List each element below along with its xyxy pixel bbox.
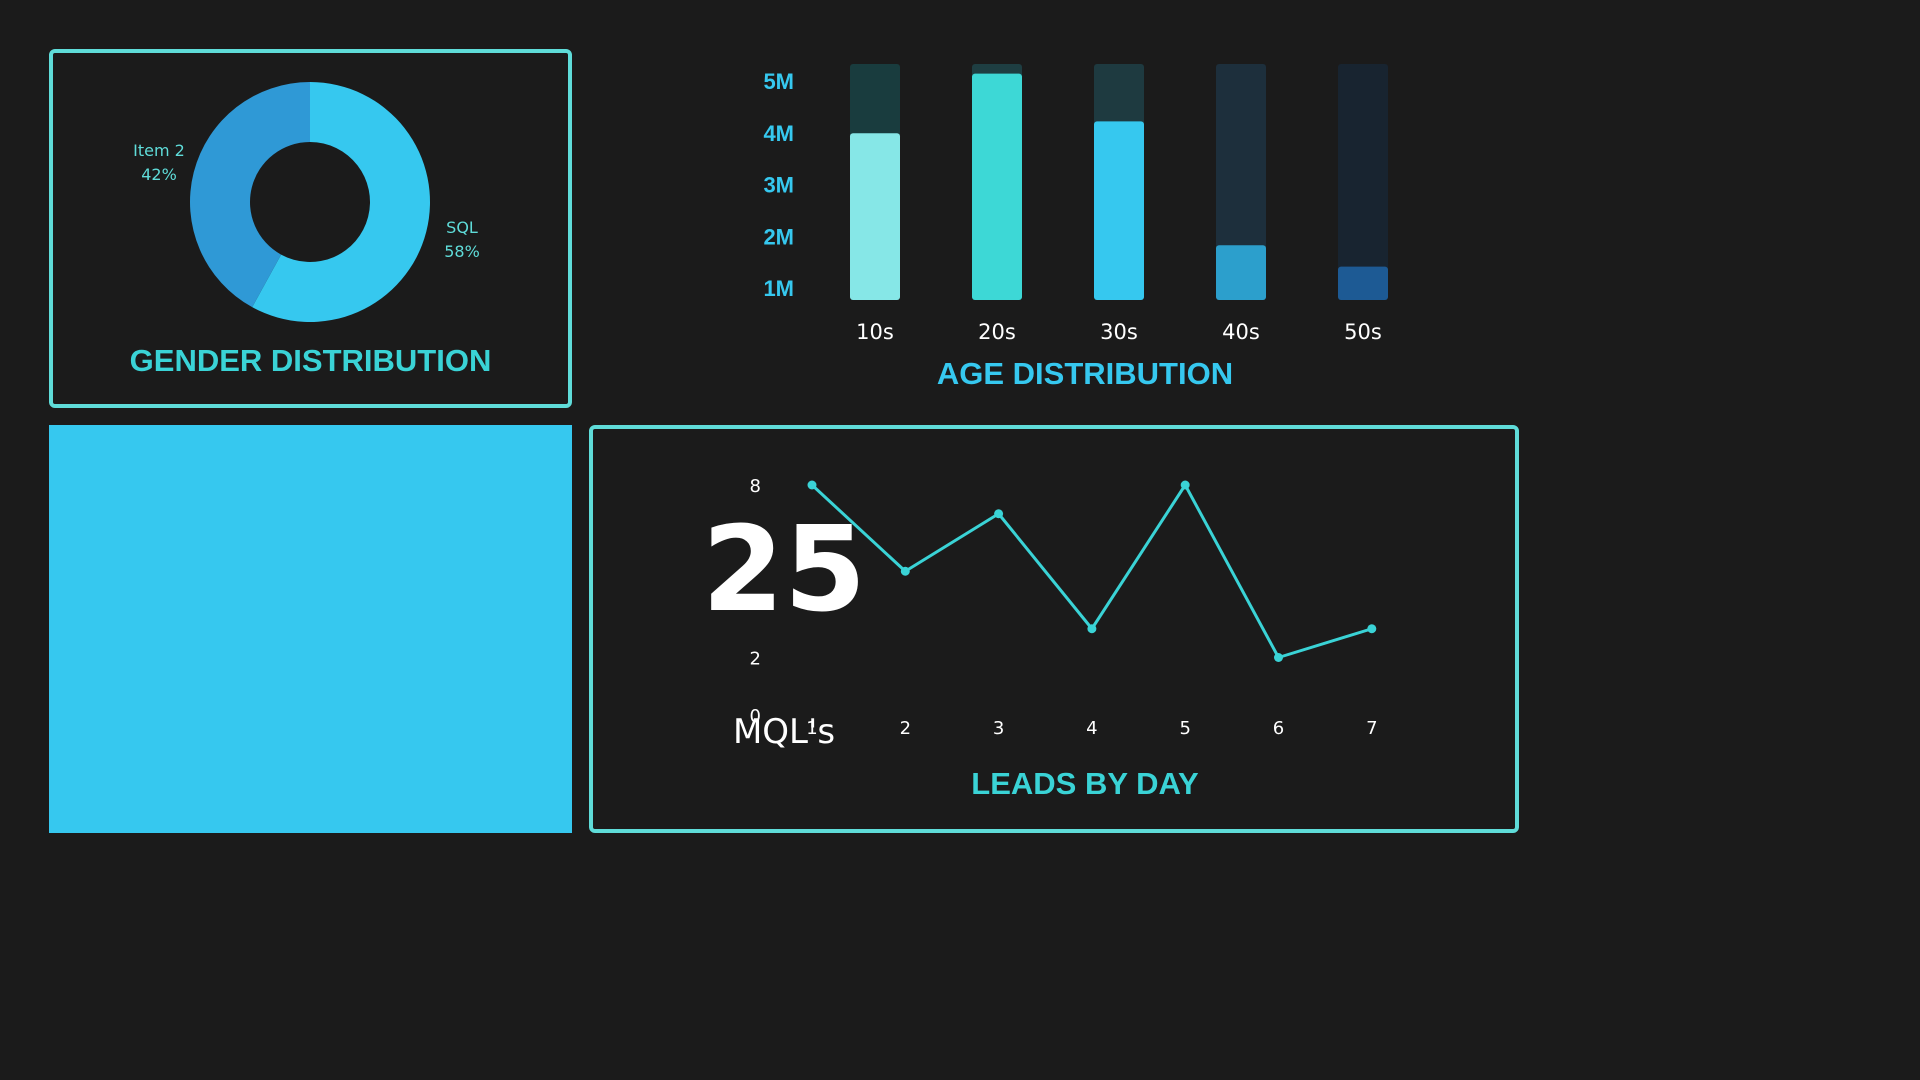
data-point [807,480,817,490]
x-tick-label: 5 [1179,718,1190,739]
y-tick-label: 2M [763,224,794,249]
gender-distribution-title: GENDER DISTRIBUTION [129,343,492,378]
leads-line-chart: 0 2 4 6 8 1 2 3 4 5 6 7 [750,476,1378,739]
mql-kpi-card [49,425,572,833]
bar [1338,266,1388,300]
donut-slice-sql [252,82,430,322]
data-point [1087,624,1097,634]
y-tick-label: 5M [763,69,794,94]
bar [850,133,900,300]
gender-donut-chart [190,82,430,322]
bar [1094,121,1144,300]
data-point [900,566,910,576]
x-tick-label: 6 [1273,718,1284,739]
x-tick-label: 7 [1366,718,1377,739]
data-point [994,509,1004,519]
x-tick-label: 20s [978,320,1016,344]
x-tick-label: 30s [1100,320,1138,344]
data-point [1274,653,1283,662]
y-tick-label: 3M [763,173,794,198]
y-tick-label: 4M [763,121,794,146]
x-tick-label: 2 [900,718,911,739]
gender-distribution-panel [49,49,572,408]
age-distribution-title: AGE DISTRIBUTION [936,356,1234,391]
y-tick-label: 4 [750,591,761,612]
sql-name: SQL [446,218,478,237]
y-tick-label: 6 [750,534,761,555]
x-tick-label: 50s [1344,320,1382,344]
bar [1216,245,1266,300]
x-tick-label: 1 [806,718,817,739]
leads-by-day-panel [589,425,1519,833]
age-bar-chart: 1M 2M 3M 4M 5M 10s 20s 30s 40s 50s [763,64,1388,344]
y-tick-label: 0 [750,706,761,727]
sql-slice-label: SQL 58% [436,216,488,264]
item-2-percent: 42% [141,165,177,184]
bar-track [1216,64,1266,300]
x-tick-label: 4 [1086,718,1097,739]
x-tick-label: 3 [993,718,1004,739]
y-tick-label: 1M [763,276,794,301]
mql-count: 25 [701,500,867,638]
y-tick-label: 8 [750,476,761,497]
mql-label: MQL's [732,712,836,752]
data-point [1367,624,1377,634]
leads-by-day-title: LEADS BY DAY [971,766,1199,801]
item-2-slice-label: Item 2 42% [128,139,190,187]
data-point [1180,480,1190,490]
y-tick-label: 2 [750,649,761,670]
x-tick-label: 40s [1222,320,1260,344]
x-tick-label: 10s [856,320,894,344]
sql-percent: 58% [444,242,480,261]
donut-slice-item-2 [190,82,310,308]
bar [972,73,1022,300]
item-2-name: Item 2 [133,141,185,160]
bar-track [1338,64,1388,300]
